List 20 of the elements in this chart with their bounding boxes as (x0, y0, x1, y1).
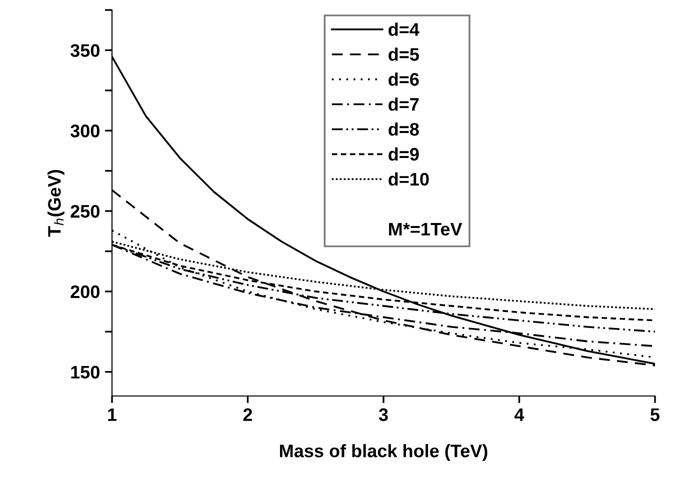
x-axis-title: Mass of black hole (TeV) (280, 444, 488, 461)
y-tick-label: 350 (70, 44, 100, 57)
legend-label: d=6 (388, 72, 419, 86)
y-tick-label: 200 (70, 285, 100, 298)
y-tick-label: 250 (70, 204, 100, 218)
legend-label: d=9 (388, 147, 419, 161)
y-tick-label: 300 (70, 124, 100, 138)
y-axis-title: T$_{h}$(GeV) (48, 170, 64, 237)
legend-label: d=7 (388, 98, 419, 111)
x-tick-label: 1 (108, 408, 117, 421)
x-tick-label: 4 (514, 408, 524, 421)
legend-label: d=8 (388, 122, 419, 136)
x-tick-label: 5 (650, 408, 660, 422)
x-tick-label: 3 (378, 408, 388, 422)
legend-label: d=5 (388, 48, 419, 61)
legend-label: d=10 (388, 172, 429, 186)
legend-label: d=4 (388, 22, 420, 36)
y-tick-label: 150 (71, 366, 100, 379)
annotation: M*=1TeV (389, 222, 462, 236)
x-tick-label: 2 (243, 408, 252, 421)
